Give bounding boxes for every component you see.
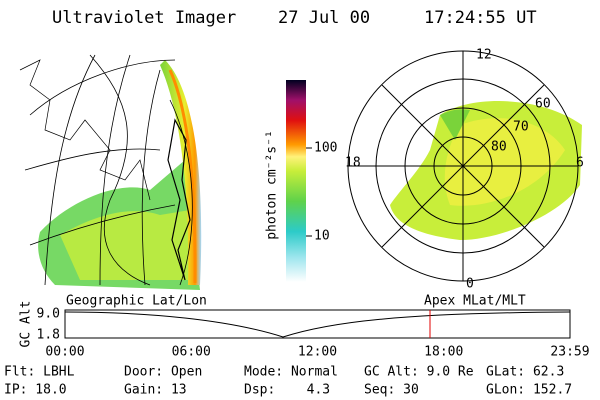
time: 17:24:55 UT bbox=[424, 8, 537, 28]
orbit-frame bbox=[64, 309, 571, 339]
title: Ultraviolet Imager bbox=[52, 8, 236, 28]
colorbar-tick-label: 100 bbox=[314, 141, 337, 156]
colorbar-tick-label: 10 bbox=[314, 229, 330, 244]
orbit-y-label: GC Alt bbox=[19, 301, 34, 348]
mlt-label: 12 bbox=[476, 48, 492, 63]
mlat-label: 60 bbox=[535, 97, 551, 112]
orbit-x-tick: 12:00 bbox=[298, 345, 337, 360]
orbit-x-tick: 00:00 bbox=[45, 345, 84, 360]
colorbar-label: photon cm⁻²s⁻¹ bbox=[265, 130, 280, 240]
info-field: GLon: 152.7 bbox=[486, 383, 572, 398]
info-field: Mode: Normal bbox=[244, 365, 338, 380]
orbit-x-tick: 23:59 bbox=[550, 345, 589, 360]
polar-plot bbox=[347, 50, 582, 282]
orbit-x-tick: 06:00 bbox=[172, 345, 211, 360]
left-panel-label: Geographic Lat/Lon bbox=[66, 294, 207, 309]
orbit-y-tick: 1.8 bbox=[37, 328, 60, 343]
mlat-label: 80 bbox=[491, 140, 507, 155]
mlat-label: 70 bbox=[513, 120, 529, 135]
date: 27 Jul 00 bbox=[278, 8, 370, 28]
mlt-label: 6 bbox=[576, 156, 584, 171]
info-field: Flt: LBHL bbox=[4, 365, 75, 380]
orbit-x-tick: 18:00 bbox=[424, 345, 463, 360]
info-field: GC Alt: 9.0 Re bbox=[364, 365, 474, 380]
geographic-image bbox=[19, 54, 202, 290]
info-field: Door: Open bbox=[124, 365, 202, 380]
mlt-label: 0 bbox=[466, 277, 474, 292]
mlt-label: 18 bbox=[345, 156, 361, 171]
info-field: Gain: 13 bbox=[124, 383, 187, 398]
orbit-y-tick: 9.0 bbox=[37, 307, 60, 322]
orbit-altitude-curve bbox=[64, 311, 571, 338]
info-field: Dsp: 4.3 bbox=[244, 383, 330, 398]
info-field: Seq: 30 bbox=[364, 383, 419, 398]
info-field: GLat: 62.3 bbox=[486, 365, 564, 380]
right-panel-label: Apex MLat/MLT bbox=[424, 294, 526, 309]
info-field: IP: 18.0 bbox=[4, 383, 67, 398]
colorbar bbox=[286, 80, 306, 282]
